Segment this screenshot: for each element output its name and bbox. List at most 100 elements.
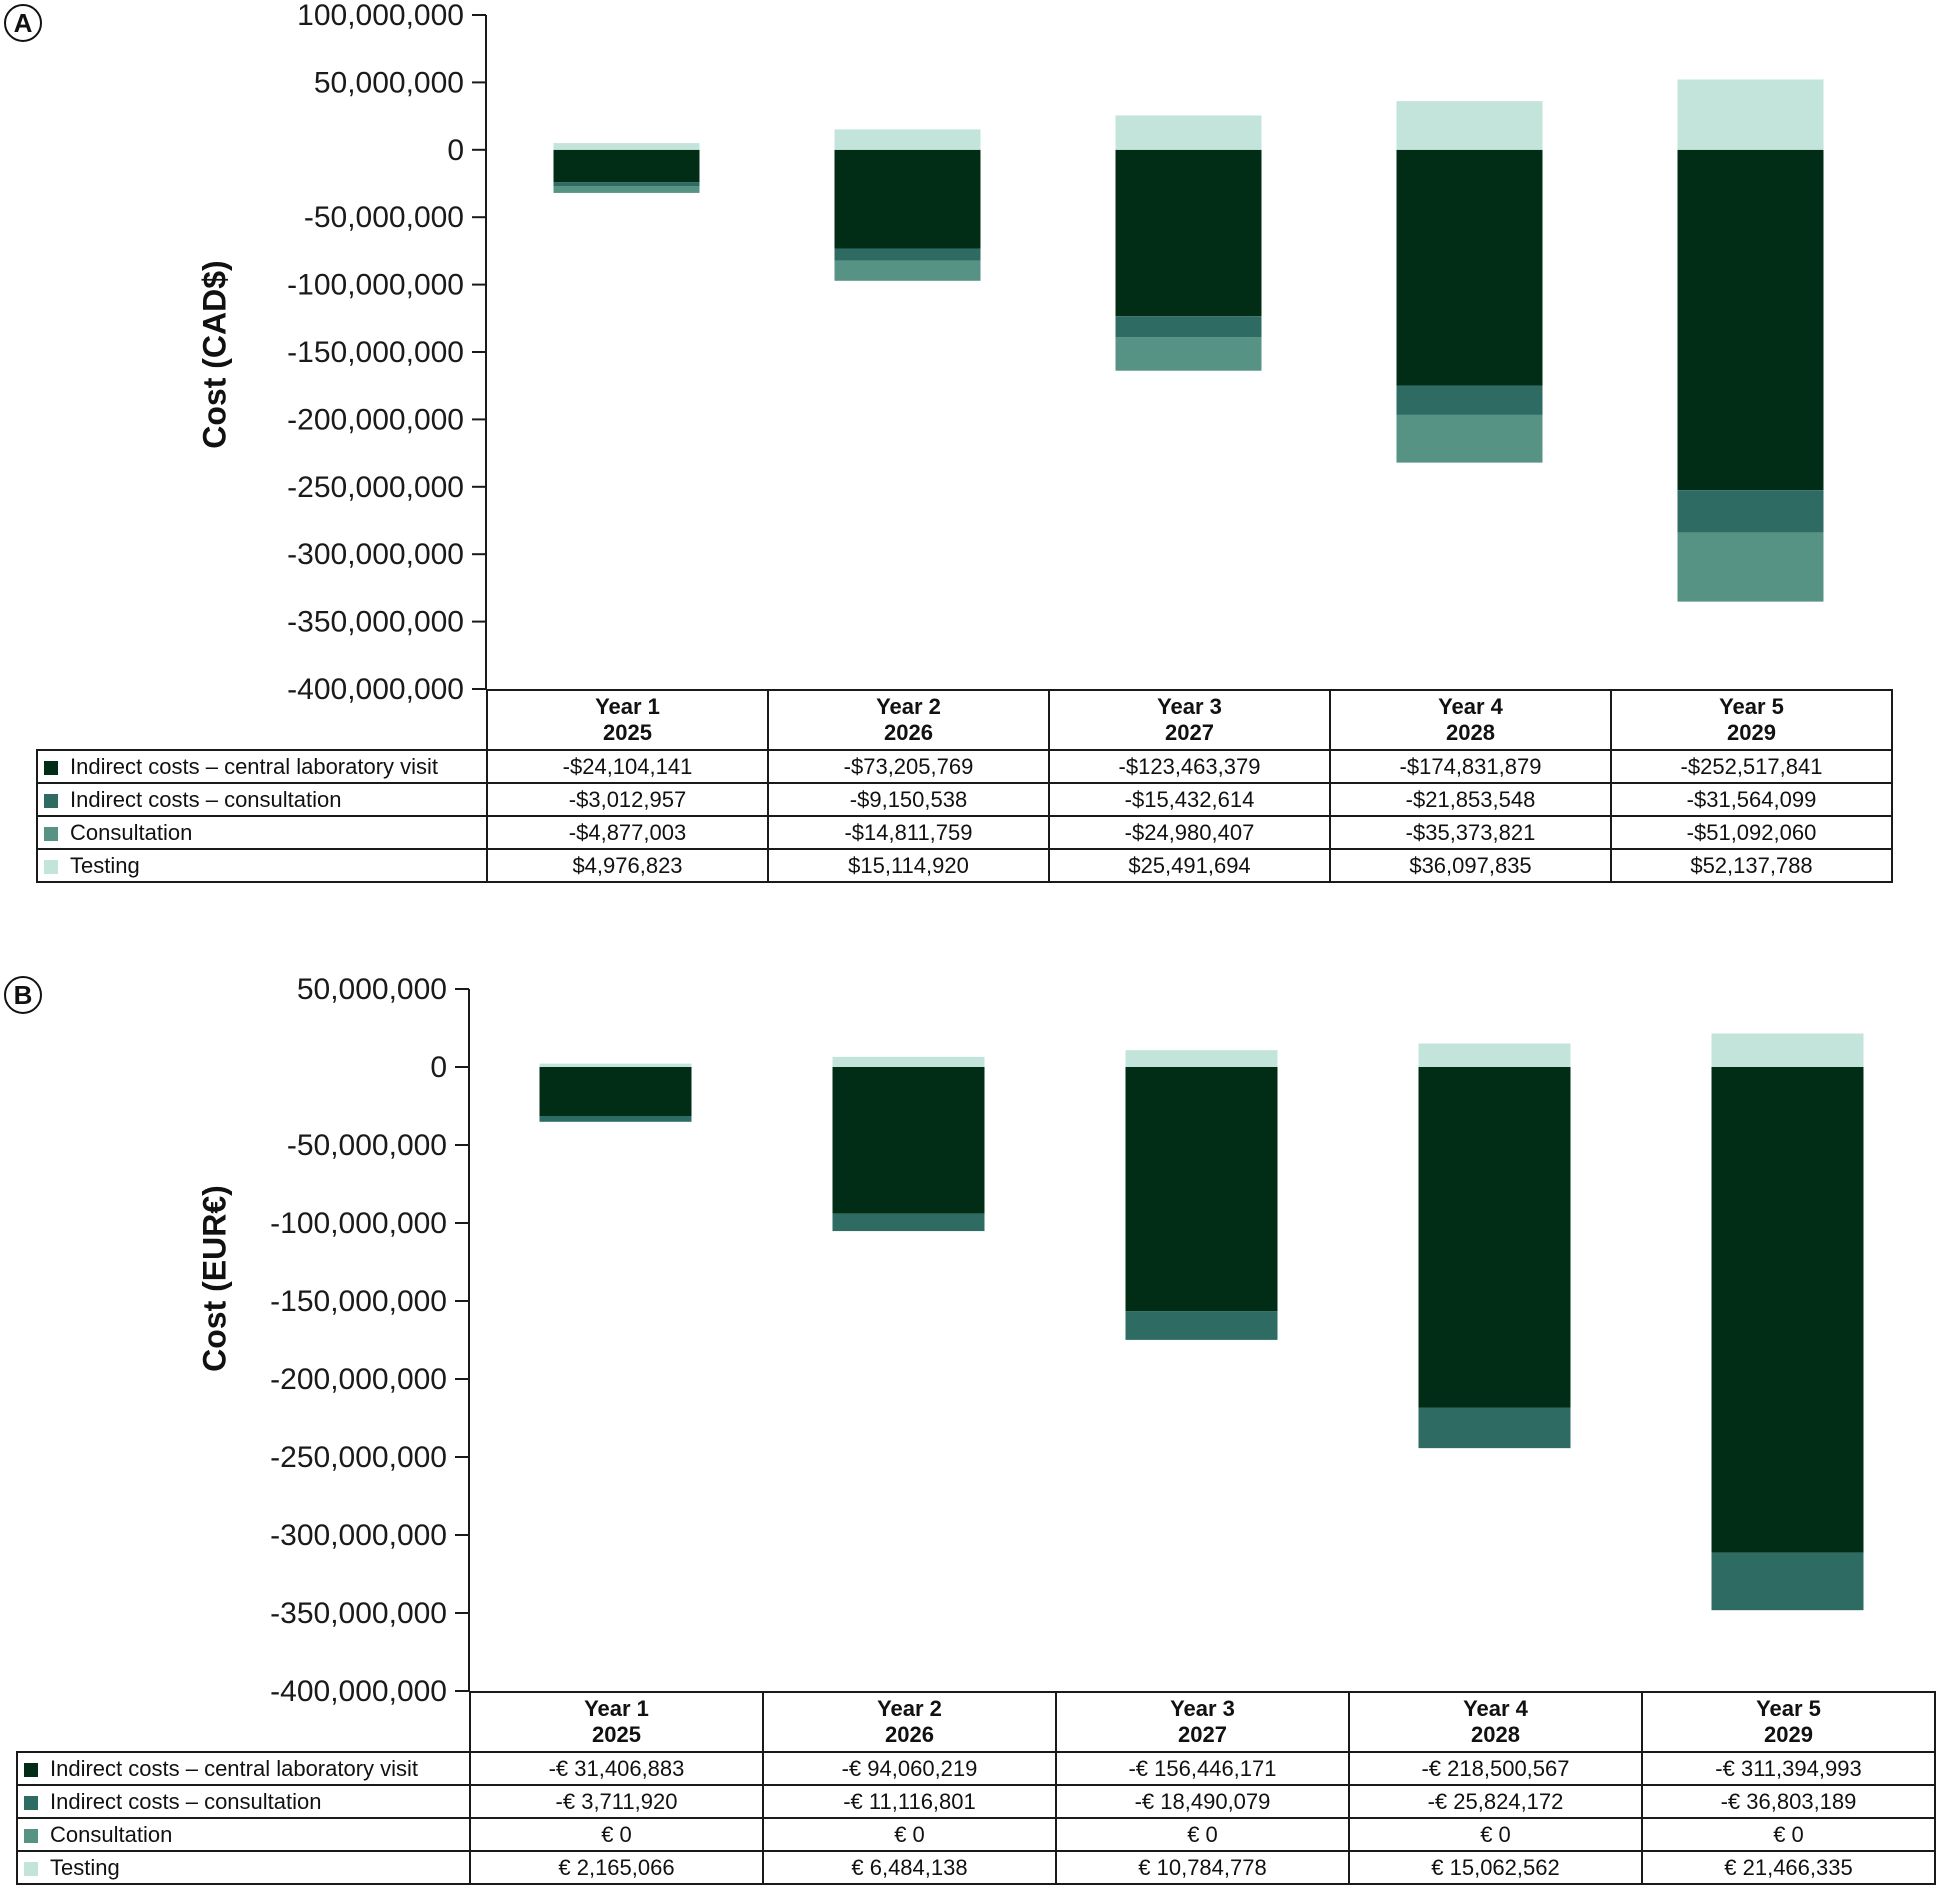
column-header-label: Year 5 <box>1719 694 1784 719</box>
table-cell: € 15,062,562 <box>1348 1850 1643 1885</box>
series-legend-cell: Consultation <box>16 1817 471 1852</box>
series-legend-cell: Indirect costs – central laboratory visi… <box>16 1751 471 1786</box>
series-legend-cell: Consultation <box>36 815 488 850</box>
column-header-label: Year 2 <box>877 1696 942 1721</box>
bar-segment-3-year-1 <box>553 186 700 193</box>
bar-segment-2-year-2 <box>834 248 981 261</box>
series-name: Consultation <box>50 1821 173 1847</box>
series-legend-cell: Indirect costs – consultation <box>16 1784 471 1819</box>
legend-swatch <box>44 859 58 874</box>
bar-segment-2-year-2 <box>832 1213 985 1232</box>
bar-segment-1-year-4 <box>1418 1067 1571 1408</box>
legend-swatch <box>24 1795 38 1810</box>
series-name: Testing <box>50 1854 120 1880</box>
column-header: Year 5 2029 <box>1641 1691 1936 1753</box>
table-cell: € 0 <box>762 1817 1057 1852</box>
column-header-label: Year 3 <box>1157 694 1222 719</box>
bar-segment-2-year-3 <box>1115 316 1262 338</box>
bar-segment-4-year-4 <box>1418 1043 1571 1067</box>
table-cell: $52,137,788 <box>1610 848 1893 883</box>
bar-segment-1-year-2 <box>834 149 981 249</box>
table-cell: -€ 25,824,172 <box>1348 1784 1643 1819</box>
series-name: Indirect costs – central laboratory visi… <box>50 1755 419 1781</box>
y-tick-label: -200,000,000 <box>287 403 464 436</box>
bar-segment-1-year-2 <box>832 1067 985 1214</box>
y-tick-label: -100,000,000 <box>287 269 464 302</box>
table-cell: $15,114,920 <box>767 848 1050 883</box>
series-name: Consultation <box>70 819 193 845</box>
table-cell: -$35,373,821 <box>1329 815 1612 850</box>
y-tick-label: -250,000,000 <box>270 1441 447 1474</box>
table-cell: -$14,811,759 <box>767 815 1050 850</box>
y-tick-label: -200,000,000 <box>270 1363 447 1396</box>
series-legend-cell: Testing <box>16 1850 471 1885</box>
y-tick-label: 0 <box>430 1051 447 1084</box>
series-name: Testing <box>70 852 140 878</box>
table-cell: $36,097,835 <box>1329 848 1612 883</box>
legend-swatch <box>44 826 58 841</box>
chart-panel-b: B Cost (EUR€) 50,000,000 0 -50,000,000 -100… <box>0 970 1936 1896</box>
table-cell: -$252,517,841 <box>1610 749 1893 784</box>
column-header-year: 2029 <box>1727 720 1776 745</box>
bar-segment-2-year-5 <box>1711 1552 1864 1611</box>
table-cell: $25,491,694 <box>1048 848 1331 883</box>
table-header-row: Year 1 2025 Year 2 2026 Year 3 2027 Year 4 2028… <box>17 1691 1936 1753</box>
table-cell: -$24,104,141 <box>486 749 769 784</box>
bar-segment-4-year-2 <box>832 1056 985 1067</box>
data-table: Year 1 2025 Year 2 2026 Year 3 2027 Year 4 2028… <box>16 1691 1936 1885</box>
panel-label: A <box>4 4 42 42</box>
column-header-year: 2027 <box>1178 1722 1227 1747</box>
table-row: Testing $4,976,823 $15,114,920 $25,491,694 $… <box>36 848 1893 883</box>
bar-segment-4-year-3 <box>1125 1050 1278 1067</box>
column-header-year: 2026 <box>884 720 933 745</box>
column-header-year: 2028 <box>1471 1722 1520 1747</box>
column-header-year: 2029 <box>1764 1722 1813 1747</box>
series-legend-cell: Testing <box>36 848 488 883</box>
table-row: Indirect costs – consultation -$3,012,957… <box>36 782 1893 817</box>
bar-segment-1-year-5 <box>1677 149 1824 491</box>
table-cell: -€ 11,116,801 <box>762 1784 1057 1819</box>
column-header: Year 4 2028 <box>1329 689 1612 751</box>
y-tick-label: 50,000,000 <box>314 66 464 99</box>
column-header-label: Year 1 <box>584 1696 649 1721</box>
legend-swatch <box>44 760 58 775</box>
y-tick-label: -50,000,000 <box>287 1129 447 1162</box>
bar-segment-4-year-1 <box>539 1063 692 1067</box>
column-header: Year 3 2027 <box>1055 1691 1350 1753</box>
table-cell: € 10,784,778 <box>1055 1850 1350 1885</box>
y-tick-label: -150,000,000 <box>287 336 464 369</box>
column-header-year: 2025 <box>603 720 652 745</box>
y-tick-label: 50,000,000 <box>297 973 447 1006</box>
table-cell: -€ 18,490,079 <box>1055 1784 1350 1819</box>
bar-segment-1-year-1 <box>539 1067 692 1116</box>
table-corner <box>17 1692 471 1753</box>
table-cell: € 21,466,335 <box>1641 1850 1936 1885</box>
bar-segment-2-year-4 <box>1396 385 1543 415</box>
y-tick-label: 100,000,000 <box>297 0 464 32</box>
legend-swatch <box>44 793 58 808</box>
y-tick-label: -250,000,000 <box>287 471 464 504</box>
column-header: Year 5 2029 <box>1610 689 1893 751</box>
series-legend-cell: Indirect costs – consultation <box>36 782 488 817</box>
y-tick-label: -150,000,000 <box>270 1285 447 1318</box>
column-header-year: 2025 <box>592 1722 641 1747</box>
y-tick-label: -350,000,000 <box>287 606 464 639</box>
table-cell: $4,976,823 <box>486 848 769 883</box>
bar-segment-4-year-5 <box>1677 79 1824 150</box>
bar-segment-2-year-3 <box>1125 1311 1278 1340</box>
table-cell: -$24,980,407 <box>1048 815 1331 850</box>
bar-segment-1-year-1 <box>553 149 700 183</box>
table-cell: -€ 94,060,219 <box>762 1751 1057 1786</box>
series-legend-cell: Indirect costs – central laboratory visi… <box>36 749 488 784</box>
chart-plot-area: 100,000,000 50,000,000 0 -50,000,000 -100,00… <box>287 0 1824 706</box>
series-name: Indirect costs – consultation <box>70 786 342 812</box>
table-cell: -€ 3,711,920 <box>469 1784 764 1819</box>
y-tick-label: -50,000,000 <box>304 201 464 234</box>
bar-segment-2-year-4 <box>1418 1407 1571 1449</box>
table-cell: -$31,564,099 <box>1610 782 1893 817</box>
table-row: Consultation € 0 € 0 € 0 € 0 € 0 <box>16 1817 1936 1852</box>
table-cell: -$15,432,614 <box>1048 782 1331 817</box>
y-tick-label: 0 <box>447 134 464 167</box>
column-header: Year 2 2026 <box>762 1691 1057 1753</box>
y-tick-label: -300,000,000 <box>287 538 464 571</box>
